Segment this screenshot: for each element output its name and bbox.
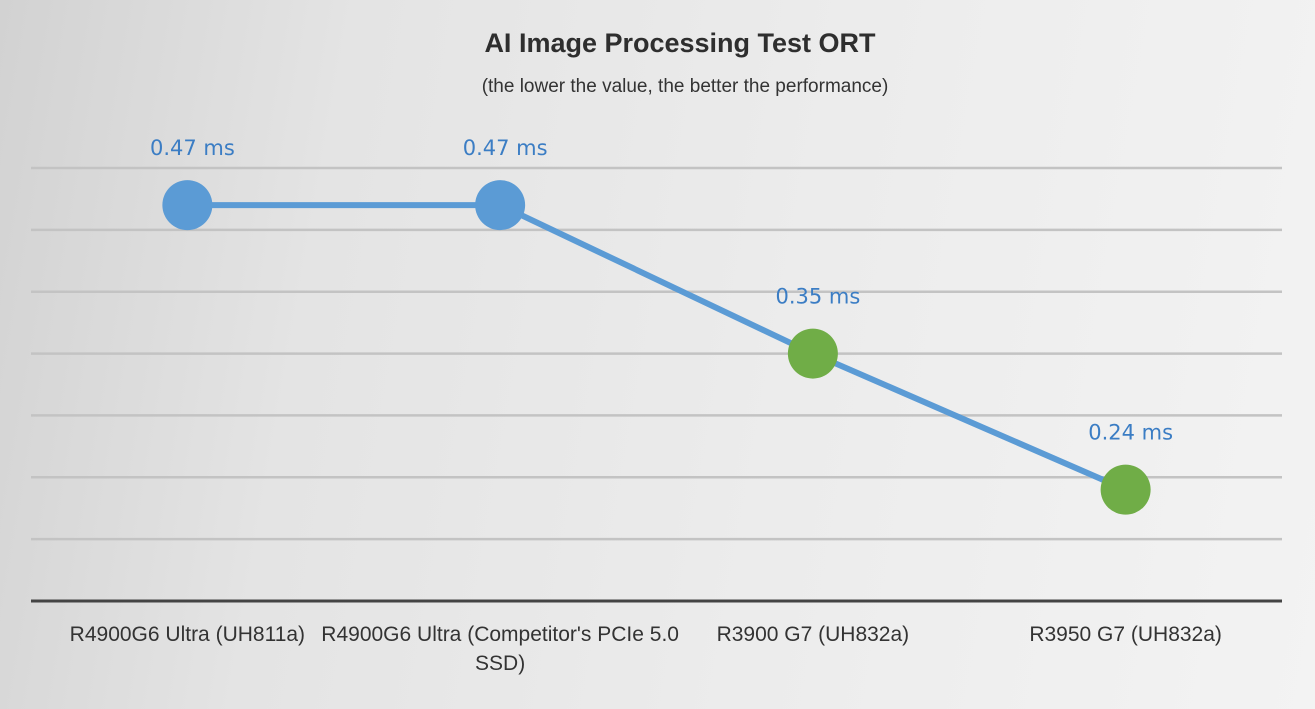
x-tick-label: R3950 G7 (UH832a)	[1029, 623, 1222, 646]
data-point	[1100, 464, 1151, 515]
chart-subtitle: (the lower the value, the better the per…	[481, 76, 889, 97]
data-point	[475, 180, 526, 231]
data-label: 0.35 ms	[775, 285, 860, 309]
x-tick-label: R4900G6 Ultra (Competitor's PCIe 5.0 SSD…	[321, 623, 679, 675]
data-label: 0.24 ms	[1088, 421, 1173, 445]
data-point	[162, 180, 213, 231]
x-tick-label: R3900 G7 (UH832a)	[716, 623, 910, 646]
x-tick-label: R4900G6 Ultra (UH811a)	[69, 623, 306, 646]
series-line	[187, 202, 1127, 493]
data-label: 0.47 ms	[463, 136, 548, 160]
data-point	[787, 328, 838, 379]
chart-title: AI Image Processing Test ORT	[484, 28, 876, 58]
data-label: 0.47 ms	[150, 136, 235, 160]
